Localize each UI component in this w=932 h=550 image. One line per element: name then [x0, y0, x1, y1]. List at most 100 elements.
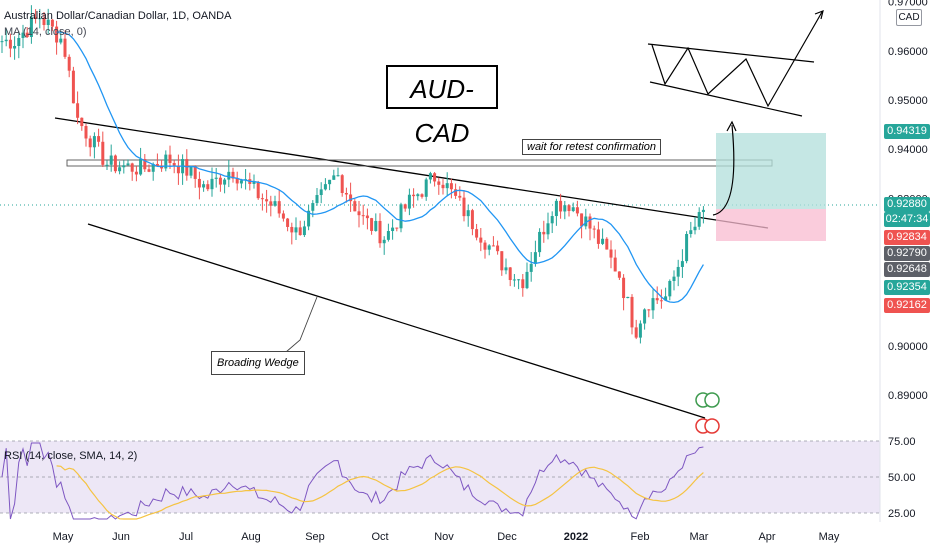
candle-body [118, 167, 122, 172]
candle-body [647, 309, 651, 311]
time-axis: May Jun Jul Aug Sep Oct Nov Dec 2022 Feb Mar Apr May [53, 531, 840, 543]
candle-body [76, 103, 80, 118]
candle-body [260, 198, 264, 200]
candle-body [143, 158, 147, 170]
time-tick-label: Nov [434, 531, 454, 543]
candle-body [441, 184, 445, 189]
candle-body [4, 39, 8, 42]
price-tag: 0.92834 [884, 230, 930, 245]
wedge-note: Broading Wedge [211, 351, 305, 375]
candle-body [559, 200, 563, 212]
candle-body [176, 165, 180, 174]
candle-body [97, 136, 101, 142]
candle-body [273, 201, 277, 206]
candle-body [71, 70, 75, 104]
candle-body [344, 192, 348, 195]
candle-body [542, 231, 546, 235]
wedge-lower-line [87, 223, 706, 419]
pattern-lines [54, 10, 826, 419]
time-tick-label: 2022 [564, 531, 588, 543]
candle-body [193, 166, 197, 179]
candle-body [391, 227, 395, 232]
price-tick-label: 0.89000 [888, 390, 928, 402]
candle-body [479, 237, 483, 243]
candle-body [613, 257, 617, 272]
candle-body [59, 38, 63, 43]
candle-body [592, 228, 596, 230]
candle-body [239, 180, 243, 184]
candle-body [609, 249, 613, 258]
wedge-callout-line [285, 296, 318, 353]
candle-body [676, 266, 680, 277]
candle-body [575, 207, 579, 214]
candle-body [277, 201, 281, 214]
event-icon [704, 418, 720, 434]
rsi-line [1, 442, 704, 520]
sketch-lower-line [649, 81, 803, 117]
candle-body [370, 218, 374, 231]
candle-body [252, 181, 256, 184]
candle-body [164, 154, 168, 169]
price-tag: 0.92648 [884, 262, 930, 277]
candle-body [605, 238, 609, 250]
candle-body [34, 17, 38, 19]
candle-body [189, 166, 193, 176]
candle-body [668, 280, 672, 297]
candle-body [693, 226, 697, 231]
candle-body [399, 204, 403, 229]
rsi-tick-label: 25.00 [888, 508, 916, 520]
rsi-tick-label: 75.00 [888, 436, 916, 448]
candle-body [529, 263, 533, 272]
pair-title-box: AUD-CAD [386, 65, 498, 148]
candle-body [256, 181, 260, 199]
candle-body [563, 205, 567, 212]
candle-body [172, 162, 176, 166]
candle-body [147, 169, 151, 172]
candle-body [588, 216, 592, 229]
candle-body [298, 227, 302, 236]
candle-body [336, 175, 340, 177]
candle-body [651, 298, 655, 311]
event-icon [704, 392, 720, 408]
candle-body [584, 216, 588, 227]
time-tick-label: Feb [631, 531, 650, 543]
candle-body [151, 163, 155, 172]
candle-body [374, 220, 378, 231]
candle-body [487, 245, 491, 250]
candle-body [122, 165, 126, 168]
time-tick-label: Jul [179, 531, 193, 543]
candle-body [265, 199, 269, 202]
candle-body [454, 189, 458, 196]
candle-body [685, 234, 689, 262]
retest-note: wait for retest confirmation [522, 139, 661, 155]
candle-body [386, 231, 390, 240]
candle-body [160, 166, 164, 169]
candle-body [38, 18, 42, 20]
time-tick-label: Aug [241, 531, 261, 543]
candle-body [525, 271, 529, 289]
candle-body [126, 163, 130, 166]
time-tick-label: Jun [112, 531, 130, 543]
grid [0, 0, 881, 522]
time-tick-label: Oct [371, 531, 388, 543]
candle-body [638, 323, 642, 338]
currency-badge[interactable]: CAD [896, 9, 922, 26]
candle-body [382, 239, 386, 244]
candle-body [617, 271, 621, 278]
candle-body [311, 203, 315, 211]
candle-body [46, 19, 50, 26]
candle-body [634, 327, 638, 338]
sketch-zigzag [651, 11, 823, 108]
candle-body [496, 245, 500, 252]
candle-body [395, 227, 399, 229]
time-tick-label: Apr [758, 531, 775, 543]
wedge-upper-line [54, 117, 769, 229]
candle-body [622, 277, 626, 299]
candle-body [580, 213, 584, 227]
ma-line [56, 31, 704, 304]
sketch-arrowhead [814, 10, 824, 20]
candle-body [365, 215, 369, 219]
candle-body [361, 215, 365, 217]
candle-body [50, 19, 54, 27]
candles [0, 5, 705, 344]
